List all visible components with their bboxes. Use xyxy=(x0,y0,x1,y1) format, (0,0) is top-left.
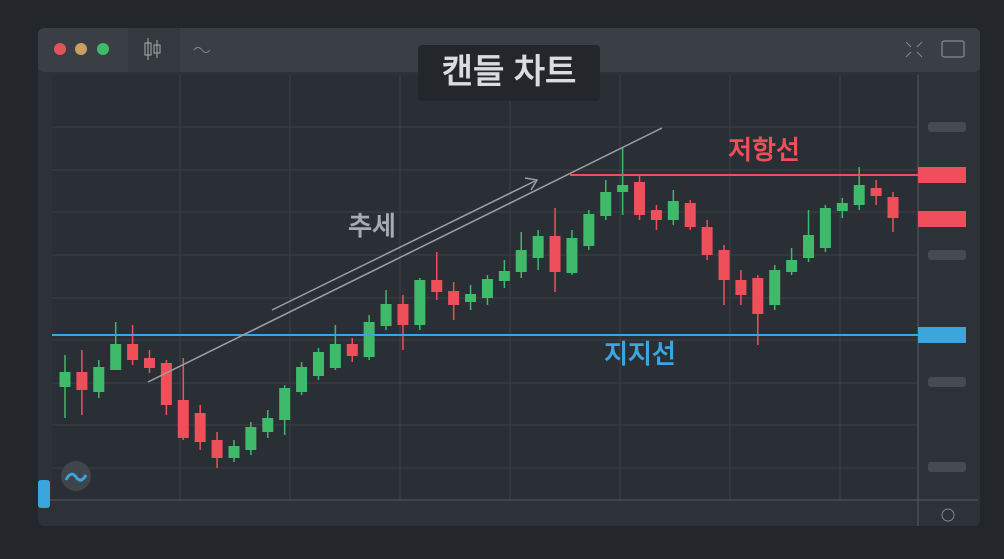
wallet-icon[interactable] xyxy=(941,40,965,58)
candle-body xyxy=(803,235,815,258)
candle-body xyxy=(819,208,831,248)
trend-line xyxy=(147,127,663,383)
v-grid xyxy=(179,75,841,500)
min-dot[interactable] xyxy=(75,43,87,55)
candle-body xyxy=(498,271,510,281)
candle-body xyxy=(769,270,781,305)
max-dot[interactable] xyxy=(97,43,109,55)
candle-body xyxy=(786,260,798,272)
side-handle[interactable] xyxy=(38,480,50,508)
candle-body xyxy=(143,358,155,368)
candle-body xyxy=(59,372,71,387)
candle-body xyxy=(194,413,206,442)
candle-body xyxy=(228,446,240,458)
candle-body xyxy=(414,280,426,325)
expand-icon[interactable] xyxy=(905,41,923,58)
line-icon[interactable] xyxy=(193,47,211,53)
candle-body xyxy=(634,182,646,215)
candle-body xyxy=(650,210,662,220)
candle-body xyxy=(887,197,899,218)
candle-body xyxy=(127,344,139,360)
candle-body xyxy=(380,304,392,326)
candle-body xyxy=(296,367,308,392)
candle-body xyxy=(600,192,612,216)
candle-body xyxy=(549,236,561,272)
axis-pills xyxy=(928,122,966,472)
candle-body xyxy=(312,352,324,376)
candle-body xyxy=(363,322,375,357)
candle-body xyxy=(160,363,172,405)
candle-body xyxy=(177,400,189,438)
candle-body xyxy=(583,214,595,246)
candle-body xyxy=(211,440,223,458)
candle-body xyxy=(870,188,882,196)
trend-label: 추세 xyxy=(348,211,396,241)
resistance-tag xyxy=(918,167,966,183)
candle-body xyxy=(667,201,679,220)
candle-body xyxy=(262,418,274,432)
candle-body xyxy=(346,344,358,356)
candle-body xyxy=(684,203,696,227)
candle-body xyxy=(76,372,88,390)
support-label: 지지선 xyxy=(604,339,676,369)
title-box xyxy=(418,45,600,101)
candle-body xyxy=(515,250,527,272)
candle-icon xyxy=(144,38,161,60)
candle-body xyxy=(617,185,629,192)
candle-body xyxy=(836,203,848,211)
support-tag xyxy=(918,327,966,343)
candle-body xyxy=(532,236,544,258)
candle-body xyxy=(93,367,105,392)
resistance-label: 저항선 xyxy=(728,135,800,165)
price-tag xyxy=(918,211,966,227)
candle-body xyxy=(448,291,460,305)
candle-body xyxy=(752,278,764,314)
candle-body xyxy=(329,344,341,368)
candle-body xyxy=(397,304,409,325)
candle-body xyxy=(718,250,730,280)
trend-arrow xyxy=(271,177,539,311)
candle-body xyxy=(245,427,257,450)
candle-body xyxy=(431,280,443,292)
chart-title: 캔들 차트 xyxy=(442,53,577,91)
candle-body xyxy=(481,279,493,298)
candle-body xyxy=(110,344,122,370)
candle-body xyxy=(701,227,713,255)
candle-body xyxy=(735,280,747,295)
candle-body xyxy=(465,294,477,302)
close-dot[interactable] xyxy=(54,43,66,55)
candle-body xyxy=(279,388,291,420)
candle-body xyxy=(853,185,865,205)
candle-body xyxy=(566,238,578,273)
logo-mark xyxy=(64,472,88,482)
settings-icon[interactable] xyxy=(941,508,955,522)
